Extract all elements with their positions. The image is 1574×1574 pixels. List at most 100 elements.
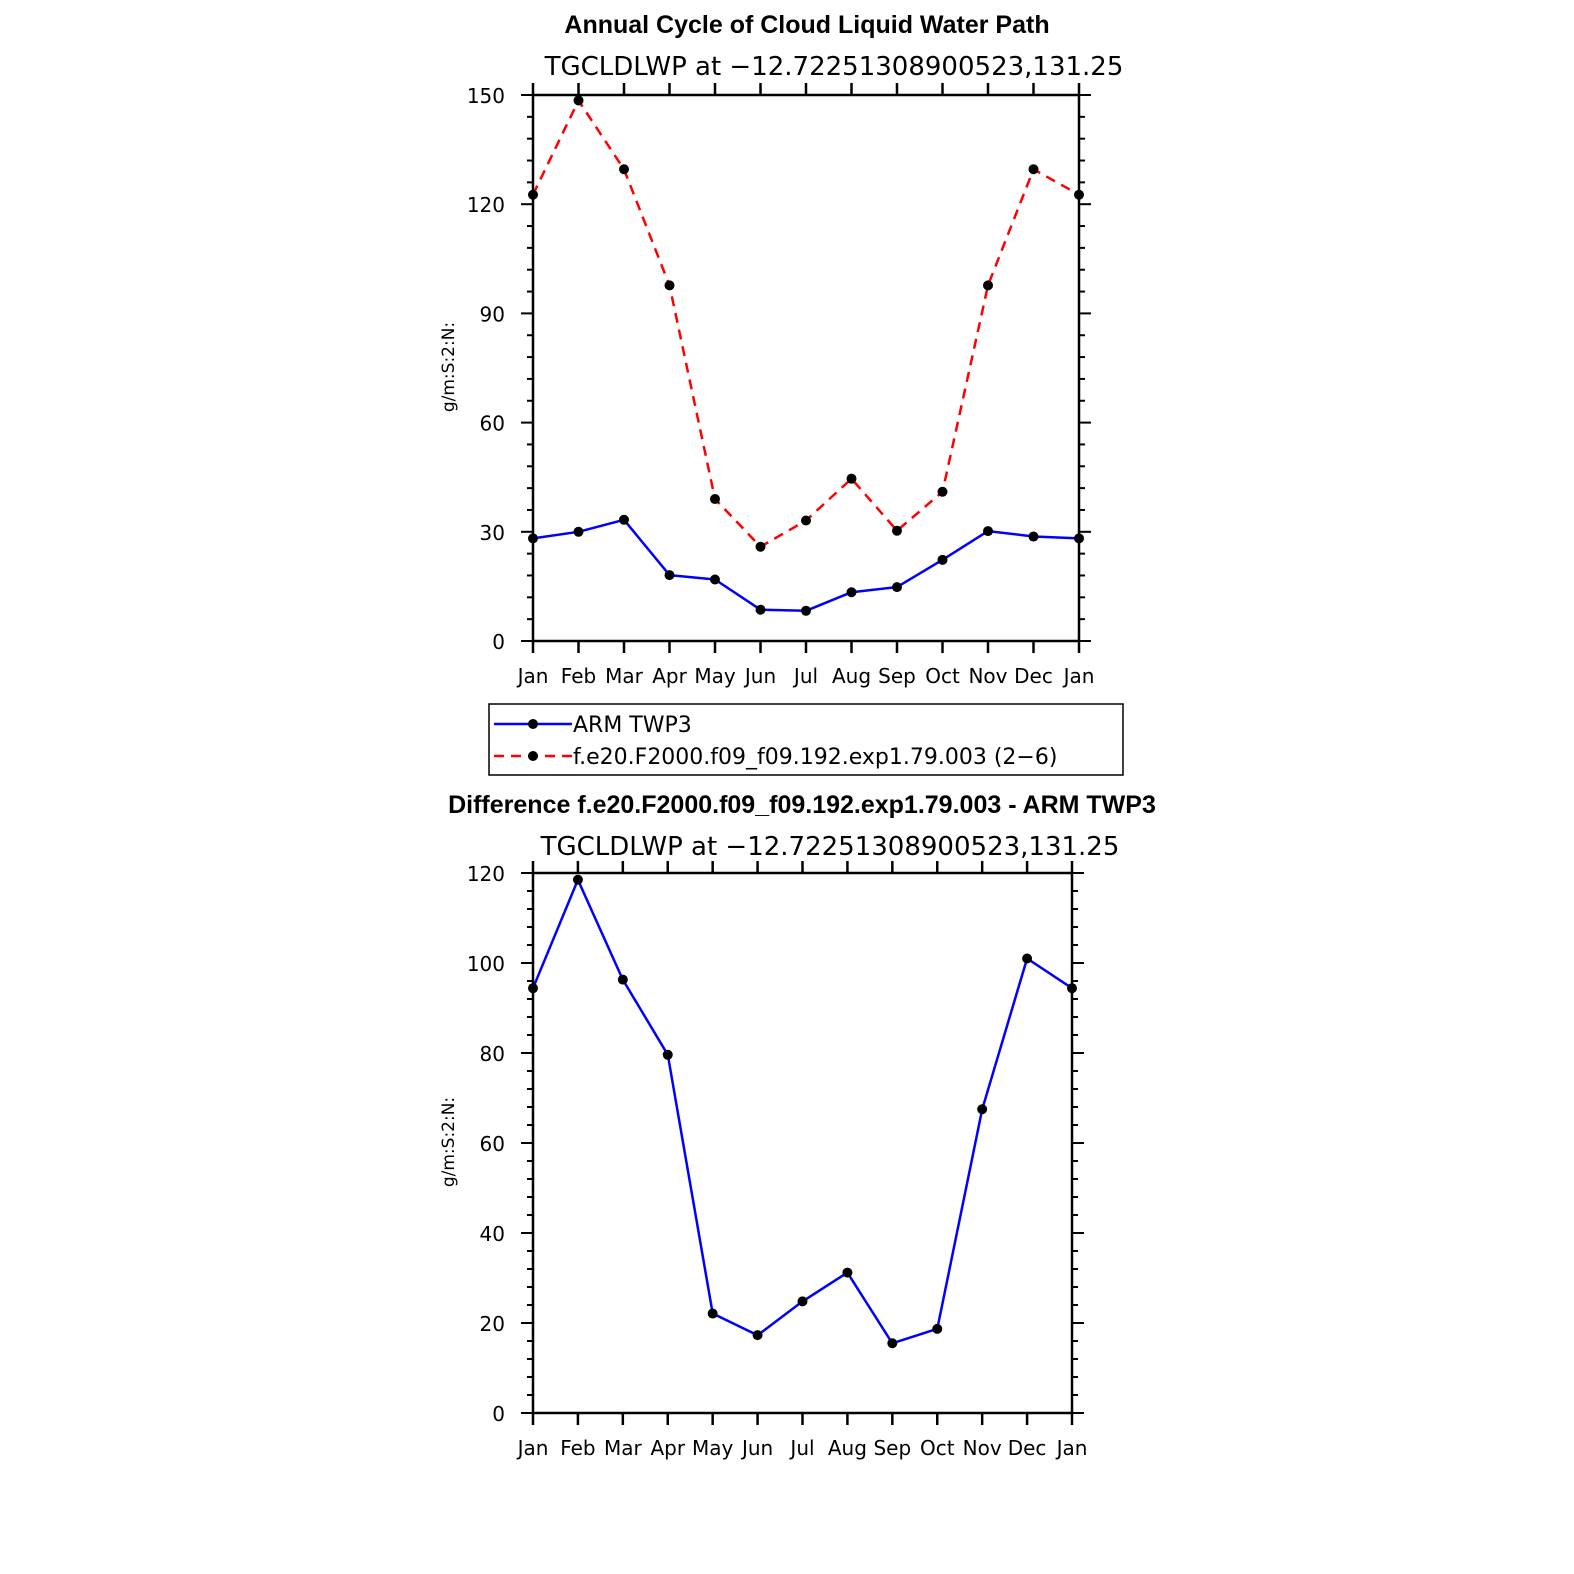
bottom-chart-title: Difference f.e20.F2000.f09_f09.192.exp1.…	[448, 791, 1156, 819]
bottom-y-tick-labels: 0 20 40 60 80 100 120	[467, 862, 505, 1426]
bottom-x-tick-labels: Jan Feb Mar Apr May Jun Jul Aug Sep Oct Nov Dec Jan	[516, 1436, 1088, 1460]
bottom-x-tick-label: Jul	[788, 1436, 814, 1460]
bottom-data-point	[887, 1338, 898, 1349]
top-data-point	[892, 525, 902, 536]
top-data-point	[755, 604, 766, 615]
top-series-line-1	[531, 99, 1080, 548]
top-data-point	[937, 554, 948, 565]
top-x-tick-label: May	[694, 664, 736, 688]
top-x-tick-label: Nov	[968, 664, 1007, 688]
top-data-point	[846, 587, 857, 598]
top-y-tick-labels: 0 30 60 90 120 150	[467, 84, 505, 654]
top-data-point	[1028, 531, 1039, 542]
bottom-y-tick-label: 60	[480, 1132, 505, 1156]
top-data-point	[664, 570, 675, 581]
bottom-x-tick-label: Jan	[516, 1436, 549, 1460]
legend-label-model: f.e20.F2000.f09_f09.192.exp1.79.003 (2−6…	[573, 745, 1057, 770]
top-data-point	[573, 95, 584, 106]
top-chart-title: Annual Cycle of Cloud Liquid Water Path	[564, 11, 1049, 39]
bottom-data-point	[572, 874, 583, 885]
top-y-tick-label: 30	[480, 521, 505, 545]
bottom-panel: Difference f.e20.F2000.f09_f09.192.exp1.…	[439, 791, 1156, 1460]
bottom-series-line-0	[531, 878, 1073, 1345]
bottom-y-tick-label: 20	[480, 1312, 505, 1336]
top-axis-ticks	[521, 83, 1091, 653]
bottom-x-tick-label: Aug	[828, 1436, 867, 1460]
top-data-point	[573, 526, 584, 537]
top-data-point	[937, 486, 948, 497]
top-data-point	[664, 280, 675, 291]
bottom-x-tick-label: Oct	[920, 1436, 955, 1460]
bottom-data-point	[707, 1308, 718, 1319]
top-x-tick-label: Aug	[832, 664, 871, 688]
bottom-x-tick-label: Feb	[560, 1436, 595, 1460]
top-y-tick-label: 120	[467, 193, 505, 217]
bottom-plot-frame	[531, 871, 1074, 1415]
bottom-x-tick-label: Jun	[740, 1436, 773, 1460]
bottom-y-tick-label: 120	[467, 862, 505, 886]
top-x-tick-label: Dec	[1014, 664, 1053, 688]
legend-marker-arm	[528, 719, 538, 729]
bottom-x-tick-label: Jan	[1055, 1436, 1088, 1460]
top-y-axis-label: g/m:S:2:N:	[439, 322, 459, 412]
bottom-y-tick-label: 40	[480, 1222, 505, 1246]
top-x-tick-label: Oct	[925, 664, 960, 688]
top-data-point	[801, 605, 811, 616]
top-y-tick-label: 60	[480, 412, 505, 436]
top-data-point	[619, 514, 629, 525]
legend: ARM TWP3 f.e20.F2000.f09_f09.192.exp1.79…	[488, 703, 1124, 776]
top-data-point	[983, 526, 993, 537]
top-x-tick-label: Jul	[792, 664, 818, 688]
legend-box	[488, 703, 1124, 776]
top-data-point	[1028, 164, 1039, 175]
top-y-tick-label: 150	[467, 84, 505, 108]
top-x-tick-label: Apr	[652, 664, 687, 688]
legend-marker-model	[528, 751, 538, 761]
bottom-x-tick-label: Mar	[604, 1436, 643, 1460]
bottom-data-point	[797, 1296, 808, 1307]
bottom-data-point	[977, 1104, 988, 1115]
top-data-point	[983, 280, 993, 291]
top-chart-subtitle: TGCLDLWP at −12.72251308900523,131.25	[544, 52, 1124, 82]
top-x-tick-label: Jan	[1062, 664, 1095, 688]
bottom-y-tick-label: 0	[492, 1402, 505, 1426]
top-panel: Annual Cycle of Cloud Liquid Water Path …	[439, 11, 1124, 776]
legend-entry-arm: ARM TWP3	[494, 713, 692, 738]
bottom-data-point	[752, 1330, 763, 1341]
top-plot-frame	[531, 93, 1081, 643]
bottom-data-point	[617, 974, 628, 985]
top-data-point	[801, 515, 811, 526]
legend-label-arm: ARM TWP3	[573, 713, 692, 738]
bottom-x-tick-label: Apr	[650, 1436, 685, 1460]
top-x-tick-label: Sep	[878, 664, 916, 688]
bottom-x-tick-label: Dec	[1008, 1436, 1047, 1460]
top-data-point	[755, 541, 766, 552]
bottom-axis-ticks	[521, 861, 1084, 1425]
bottom-chart-subtitle: TGCLDLWP at −12.72251308900523,131.25	[540, 832, 1120, 862]
bottom-data-point	[1022, 953, 1033, 964]
top-data-point	[846, 473, 857, 484]
top-x-tick-labels: Jan Feb Mar Apr May Jun Jul Aug Sep Oct Nov Dec Jan	[516, 664, 1095, 688]
top-series-group	[528, 95, 1084, 616]
top-data-point	[619, 164, 629, 175]
top-y-tick-label: 0	[492, 630, 505, 654]
bottom-data-point	[842, 1267, 853, 1278]
bottom-x-tick-label: Sep	[873, 1436, 911, 1460]
bottom-data-point	[932, 1323, 943, 1334]
top-data-point	[710, 494, 720, 505]
bottom-series-group	[528, 874, 1077, 1349]
bottom-data-point	[662, 1049, 673, 1060]
bottom-x-tick-label: Nov	[963, 1436, 1002, 1460]
top-x-tick-label: Jun	[743, 664, 776, 688]
top-x-tick-label: Mar	[605, 664, 644, 688]
top-data-point	[892, 582, 902, 593]
bottom-y-axis-label: g/m:S:2:N:	[439, 1097, 459, 1187]
bottom-y-tick-label: 80	[480, 1042, 505, 1066]
top-x-tick-label: Jan	[516, 664, 549, 688]
top-series-line-0	[532, 518, 1080, 613]
top-y-tick-label: 90	[480, 302, 505, 326]
top-x-tick-label: Feb	[561, 664, 596, 688]
bottom-y-tick-label: 100	[467, 952, 505, 976]
bottom-x-tick-label: May	[692, 1436, 734, 1460]
